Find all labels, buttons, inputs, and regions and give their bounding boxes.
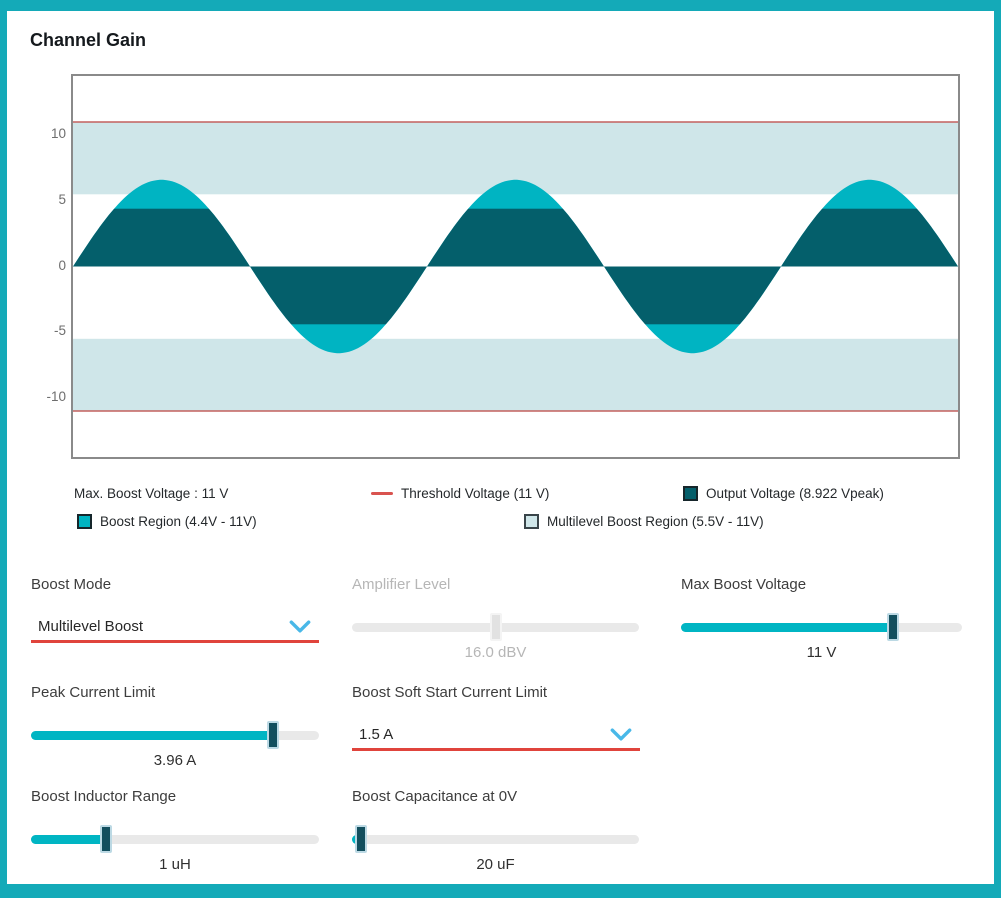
- slider-fill: [31, 731, 273, 740]
- y-axis-tick-label: -10: [46, 388, 66, 404]
- y-axis-tick-label: 0: [58, 257, 66, 273]
- threshold-line-swatch-icon: [371, 491, 393, 495]
- frame-border-right: [994, 0, 1001, 898]
- boost-inductor-range-slider[interactable]: [31, 824, 319, 854]
- frame-border-bottom: [0, 884, 1001, 898]
- page-title: Channel Gain: [30, 30, 147, 50]
- slider-fill: [681, 623, 894, 632]
- boost-soft-start-value: 1.5 A: [359, 725, 394, 743]
- peak-current-limit-label: Peak Current Limit: [31, 684, 156, 701]
- slider-thumb[interactable]: [99, 825, 112, 853]
- boost-capacitance-value: 20 uF: [476, 856, 515, 873]
- legend-label: Multilevel Boost Region (5.5V - 11V): [547, 513, 764, 529]
- y-axis-tick-label: -5: [53, 323, 66, 339]
- frame-border-left: [0, 0, 7, 898]
- slider-track[interactable]: [31, 835, 319, 844]
- legend-threshold-voltage: Threshold Voltage (11 V): [371, 484, 549, 502]
- slider-track[interactable]: [681, 623, 962, 632]
- boost-inductor-range-value: 1 uH: [159, 856, 191, 873]
- gain-chart: [71, 74, 960, 459]
- legend-max-boost-voltage: Max. Boost Voltage : 11 V: [74, 484, 228, 502]
- boost-region-swatch-icon: [77, 513, 92, 529]
- waveform-plot: [73, 121, 958, 412]
- boost-mode-label: Boost Mode: [31, 576, 112, 593]
- boost-inductor-range-control: Boost Inductor Range 1 uH: [31, 788, 319, 873]
- boost-inductor-range-label: Boost Inductor Range: [31, 788, 177, 805]
- slider-track[interactable]: [352, 835, 639, 844]
- peak-current-limit-control: Peak Current Limit 3.96 A: [31, 684, 319, 769]
- slider-fill: [31, 835, 106, 844]
- amplifier-level-value: 16.0 dBV: [464, 644, 527, 661]
- legend-boost-region: Boost Region (4.4V - 11V): [77, 512, 257, 530]
- boost-capacitance-slider[interactable]: [352, 824, 639, 854]
- legend-label: Threshold Voltage (11 V): [401, 485, 550, 501]
- max-boost-voltage-value: 11 V: [806, 644, 837, 661]
- boost-mode-dropdown[interactable]: Multilevel Boost: [31, 612, 319, 643]
- slider-thumb[interactable]: [887, 613, 900, 641]
- peak-current-limit-slider[interactable]: [31, 720, 319, 750]
- y-axis-tick-label: 10: [50, 126, 66, 142]
- output-voltage-swatch-icon: [683, 485, 698, 501]
- chevron-down-icon: [610, 727, 632, 741]
- max-boost-voltage-label: Max Boost Voltage: [681, 576, 807, 593]
- y-axis-tick-label: 5: [58, 191, 66, 207]
- boost-soft-start-dropdown[interactable]: 1.5 A: [352, 720, 640, 751]
- slider-thumb[interactable]: [266, 721, 279, 749]
- boost-mode-control: Boost Mode Multilevel Boost: [31, 576, 319, 643]
- peak-current-limit-value: 3.96 A: [153, 752, 197, 769]
- slider-thumb: [489, 613, 502, 641]
- legend-label: Max. Boost Voltage : 11 V: [74, 485, 229, 501]
- max-boost-voltage-slider[interactable]: [681, 612, 962, 642]
- boost-mode-value: Multilevel Boost: [38, 617, 144, 635]
- slider-track[interactable]: [31, 731, 319, 740]
- slider-thumb[interactable]: [354, 825, 367, 853]
- frame-border-top: [0, 0, 1001, 11]
- legend-multilevel-boost-region: Multilevel Boost Region (5.5V - 11V): [524, 512, 764, 530]
- legend-output-voltage: Output Voltage (8.922 Vpeak): [683, 484, 884, 502]
- legend-label: Boost Region (4.4V - 11V): [100, 513, 257, 529]
- legend-label: Output Voltage (8.922 Vpeak): [706, 485, 884, 501]
- multilevel-region-swatch-icon: [524, 513, 539, 529]
- max-boost-voltage-control: Max Boost Voltage 11 V: [681, 576, 962, 661]
- boost-soft-start-label: Boost Soft Start Current Limit: [352, 684, 548, 701]
- amplifier-level-slider: [352, 612, 639, 642]
- amplifier-level-control: Amplifier Level 16.0 dBV: [352, 576, 639, 661]
- amplifier-level-label: Amplifier Level: [352, 576, 451, 593]
- boost-soft-start-control: Boost Soft Start Current Limit 1.5 A: [352, 684, 640, 751]
- boost-capacitance-label: Boost Capacitance at 0V: [352, 788, 518, 805]
- chevron-down-icon: [289, 619, 311, 633]
- boost-capacitance-control: Boost Capacitance at 0V 20 uF: [352, 788, 639, 873]
